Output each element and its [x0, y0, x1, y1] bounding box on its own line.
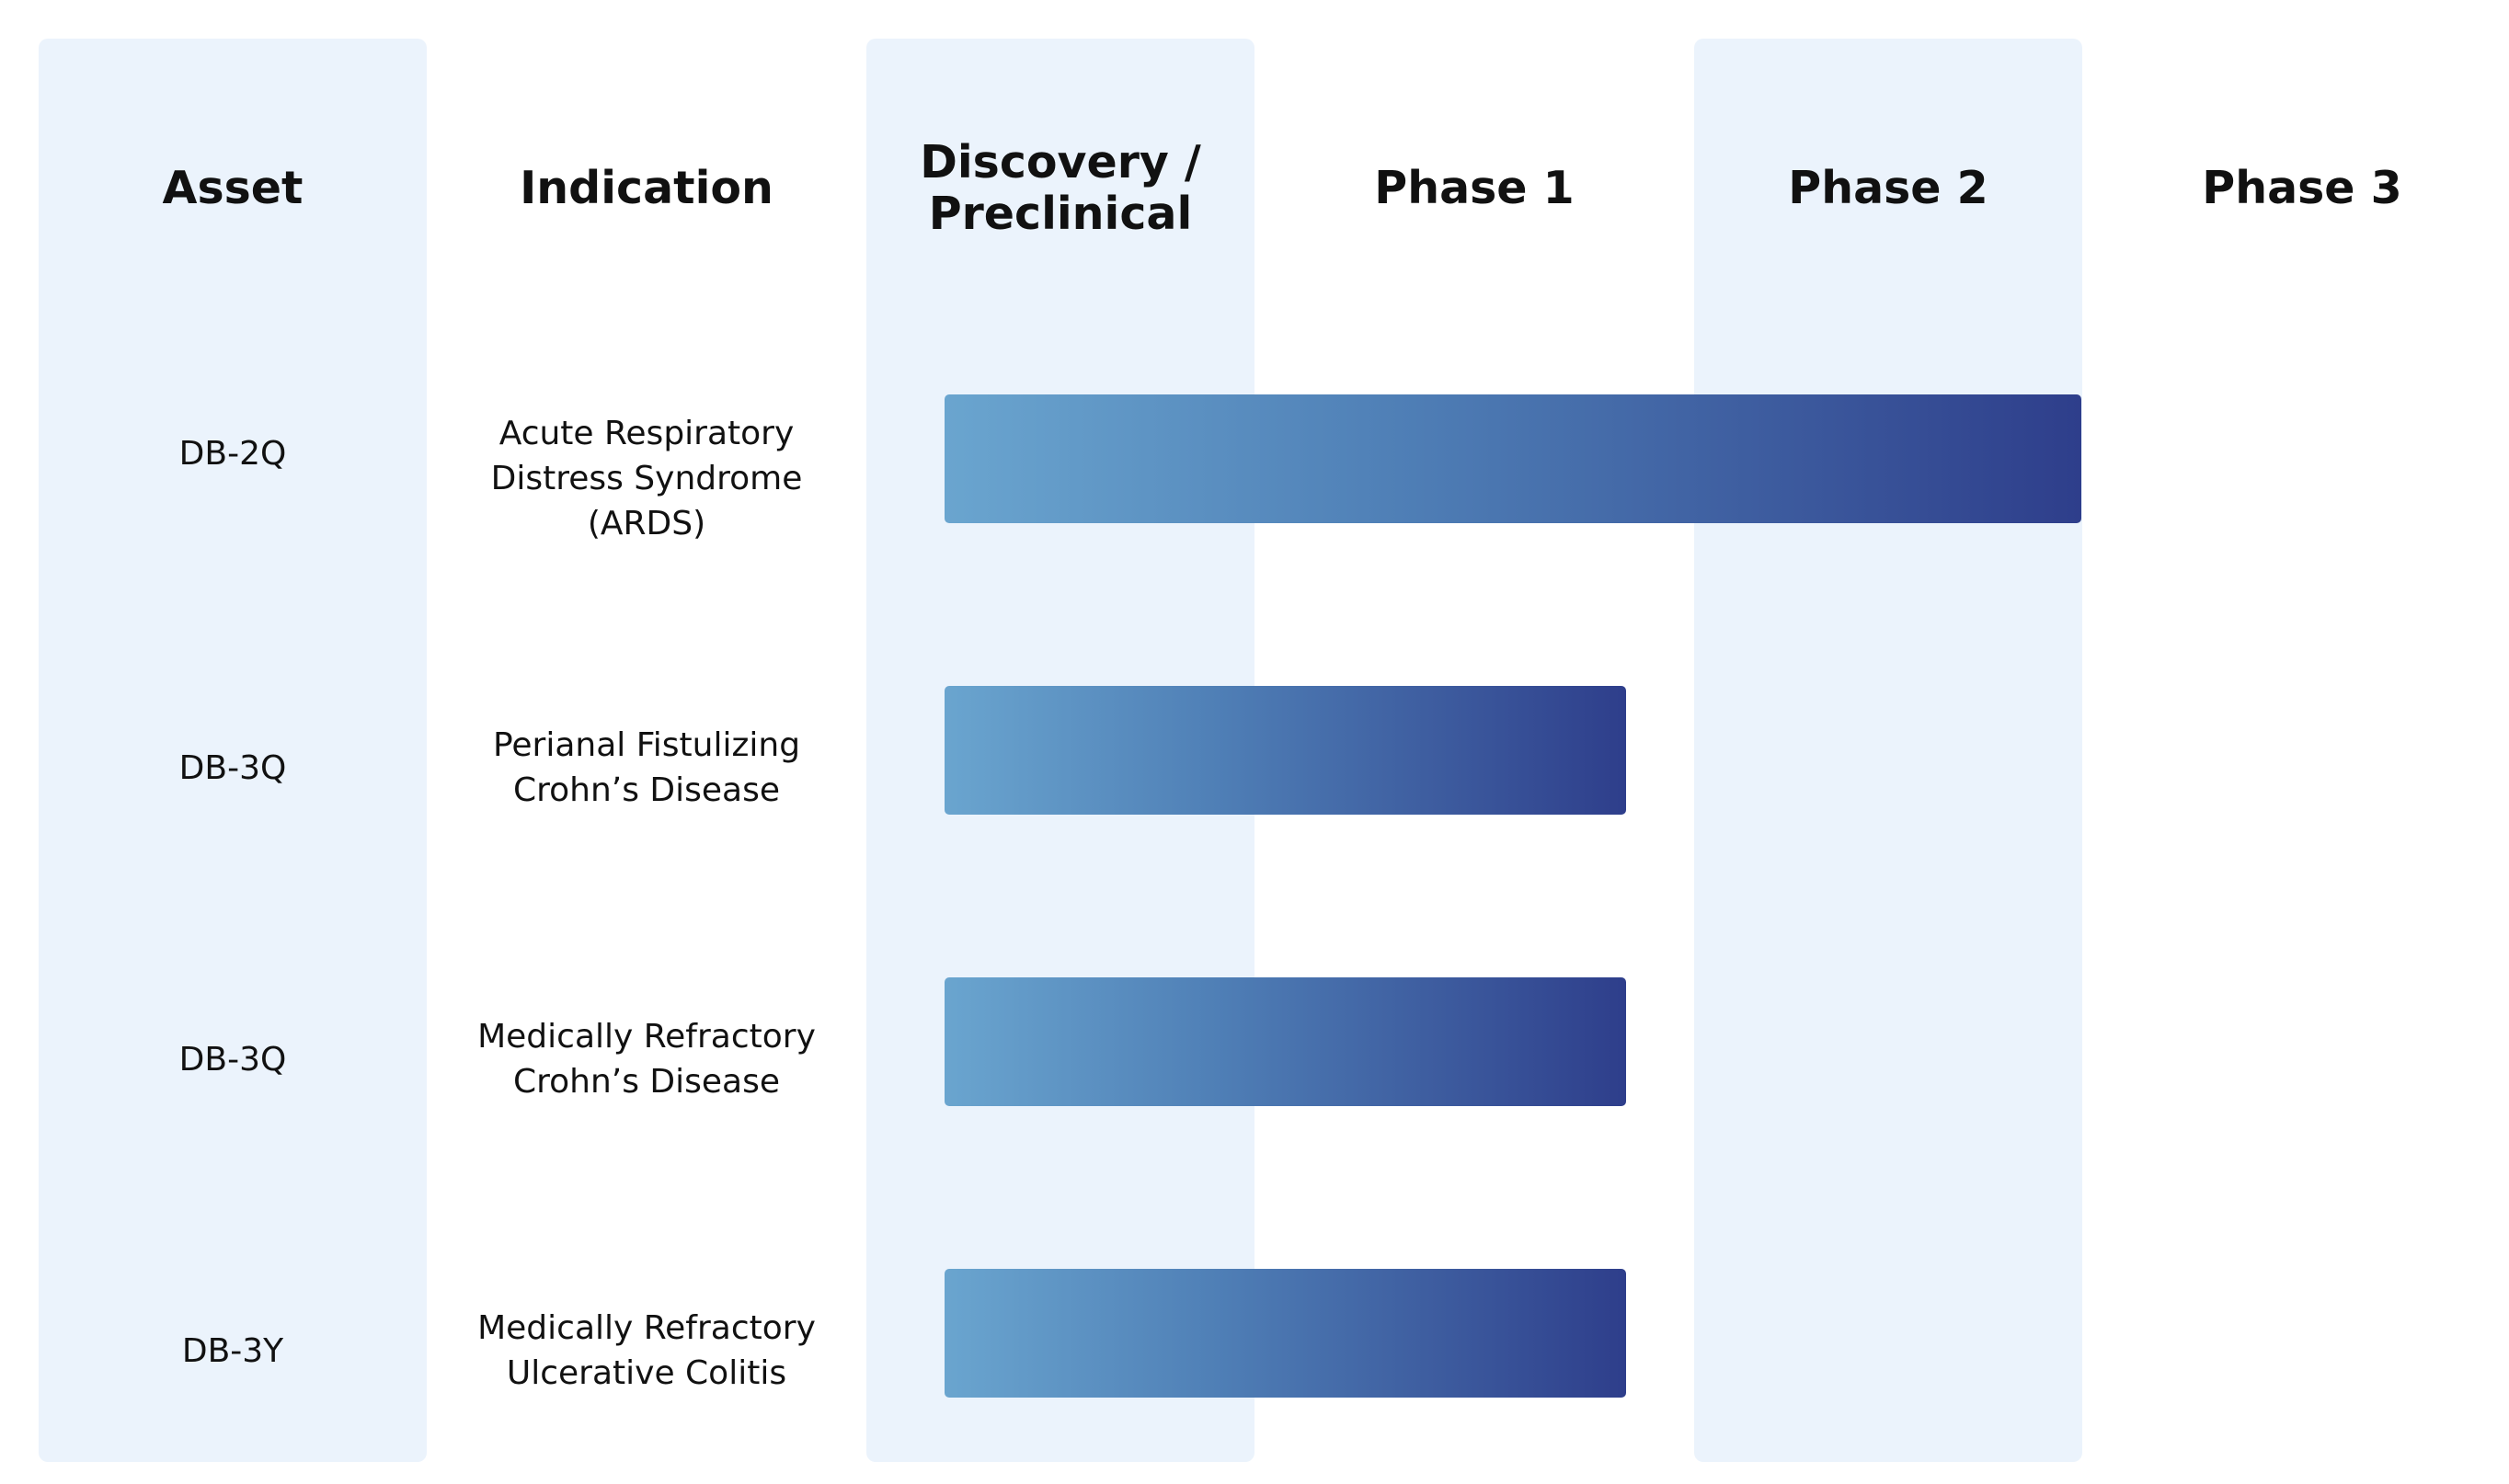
header-phase-2: Phase 2: [1788, 162, 1988, 214]
asset-column-band: [39, 39, 427, 1462]
asset-label: DB-3Y: [181, 1331, 284, 1370]
indication-label: Acute Respiratory Distress Syndrome (ARD…: [490, 414, 803, 542]
phase-2-column-band: [1694, 39, 2082, 1462]
indication-label: Perianal Fistulizing Crohn’s Disease: [492, 726, 801, 809]
progress-bar: [945, 394, 2081, 523]
asset-label: DB-3Q: [178, 1040, 287, 1079]
asset-label: DB-3Q: [178, 748, 287, 787]
progress-bar: [945, 686, 1626, 815]
progress-bar: [945, 1269, 1626, 1398]
indication-label: Medically Refractory Crohn’s Disease: [477, 1018, 816, 1101]
header-discovery-preclinical: Discovery / Preclinical: [920, 136, 1201, 240]
header-indication: Indication: [520, 162, 773, 214]
header-phase-1: Phase 1: [1374, 162, 1575, 214]
progress-bar: [945, 977, 1626, 1106]
indication-label: Medically Refractory Ulcerative Colitis: [477, 1309, 816, 1392]
asset-label: DB-2Q: [178, 434, 287, 473]
header-asset: Asset: [162, 162, 304, 214]
header-phase-3: Phase 3: [2202, 162, 2402, 214]
